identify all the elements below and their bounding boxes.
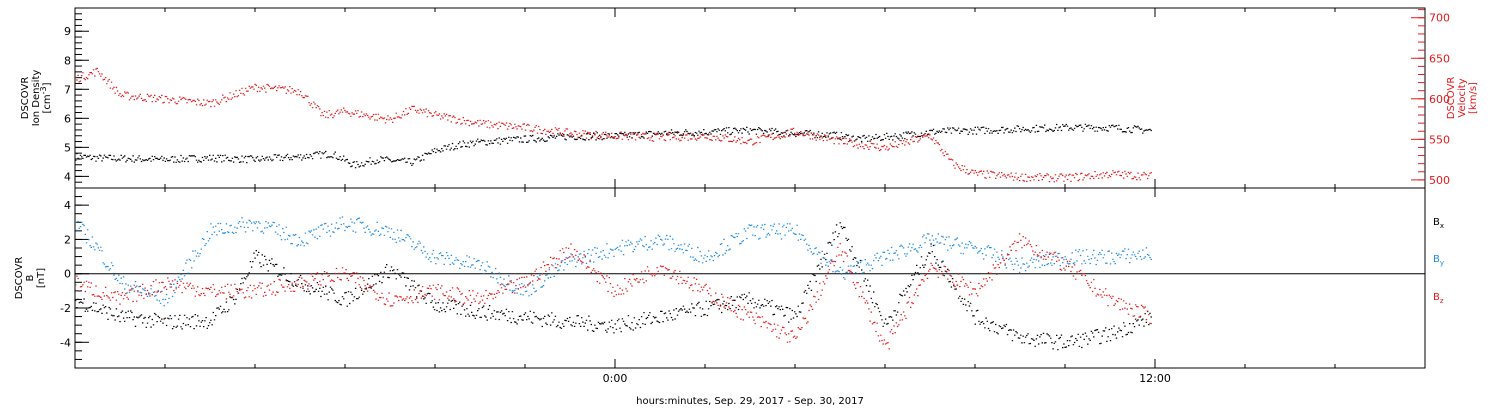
b-tick-label: 2: [64, 233, 71, 246]
b-tick-label: 0: [64, 268, 71, 281]
x-tick-label: 12:00: [1139, 372, 1171, 385]
x-tick-label: 0:00: [603, 372, 628, 385]
velocity-tick-label: 700: [1429, 12, 1450, 25]
x-axis-title: hours:minutes, Sep. 29, 2017 - Sep. 30, …: [636, 396, 864, 407]
velocity-axis-title-line: DSCOVR: [1446, 77, 1457, 120]
density-tick-label: 9: [64, 25, 71, 38]
b-axis-title-line: [nT]: [36, 268, 47, 288]
b-axis-title-line: DSCOVR: [14, 257, 25, 300]
b-axis-title-line: B: [25, 274, 36, 281]
b-tick-label: -4: [60, 336, 71, 349]
bottom-panel-frame: [74, 187, 1426, 369]
velocity-axis-title: DSCOVRVelocity[km/s]: [1446, 77, 1479, 120]
density-tick-label: 4: [64, 170, 71, 183]
velocity-tick-label: 500: [1429, 174, 1450, 187]
time-axis: 0:00 12:00: [74, 8, 1426, 385]
legend-Bx: Bx: [1433, 217, 1444, 230]
ion-density-points: [75, 123, 1152, 169]
velocity-tick-label: 600: [1429, 93, 1450, 106]
b-axis-title: DSCOVRB[nT]: [14, 257, 47, 300]
density-tick-label: 6: [64, 112, 71, 125]
velocity-axis-title-line: [km/s]: [1468, 82, 1479, 114]
density-axis-title-line: [cm-3]: [39, 82, 53, 113]
legend-Bz: Bz: [1433, 292, 1444, 305]
velocity-axis-title-line: Velocity: [1457, 78, 1468, 117]
density-tick-label: 5: [64, 141, 71, 154]
b-tick-label: -2: [60, 302, 71, 315]
Bx-points: [75, 222, 1152, 351]
legend-By: By: [1433, 254, 1444, 267]
velocity-tick-label: 650: [1429, 52, 1450, 65]
b-tick-label: 4: [64, 199, 71, 212]
density-tick-label: 8: [64, 54, 71, 67]
density-tick-label: 7: [64, 83, 71, 96]
Bz-points: [75, 233, 1152, 350]
velocity-points: [75, 67, 1152, 183]
top-panel-frame: [74, 7, 1426, 189]
legend-subscript: y: [1440, 259, 1444, 267]
density-axis-title-line: DSCOVR: [20, 77, 31, 120]
density-axis-title: DSCOVRIon Density[cm-3]: [20, 70, 53, 127]
velocity-tick-label: 550: [1429, 133, 1450, 146]
density-axis-title-superscript: -3: [39, 86, 48, 94]
density-axis-title-line: Ion Density: [31, 70, 42, 127]
legend-subscript: x: [1440, 222, 1444, 230]
By-points: [75, 216, 1152, 307]
legend-subscript: z: [1440, 297, 1444, 305]
density-axis-title-bracket: ]: [42, 82, 53, 86]
